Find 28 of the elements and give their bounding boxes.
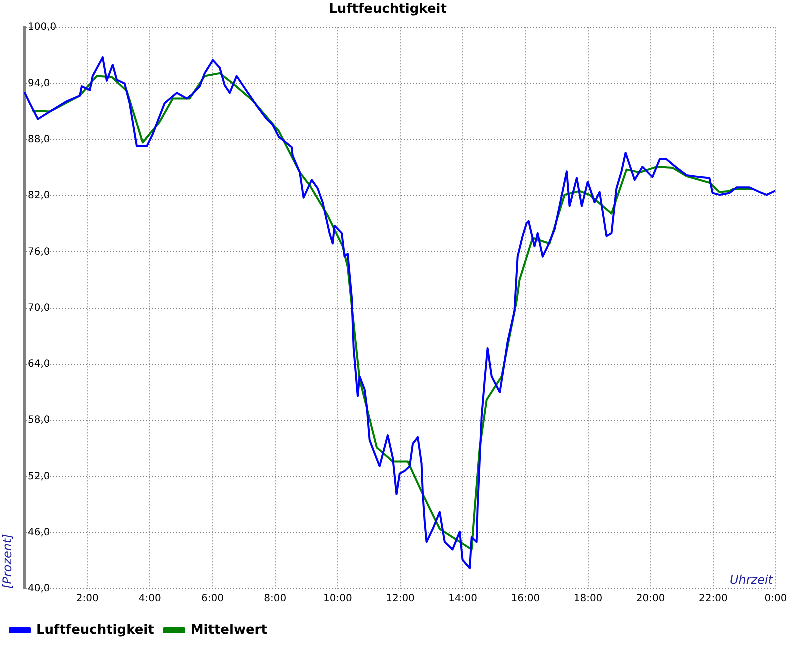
- y-tick-label: 82,0: [28, 190, 50, 202]
- x-tick-label: 2:00: [76, 594, 99, 605]
- legend-label: Mittelwert: [190, 622, 268, 638]
- y-tick-label: 94,0: [28, 78, 50, 90]
- x-axis-title: Uhrzeit: [730, 573, 774, 588]
- y-tick-label: 64,0: [28, 359, 50, 370]
- x-tick-label: 16:00: [511, 594, 540, 605]
- y-tick-label: 52,0: [28, 471, 50, 482]
- y-axis-title: [Prozent]: [0, 534, 14, 589]
- x-tick-label: 12:00: [386, 594, 415, 605]
- x-tick-label: 6:00: [202, 594, 224, 605]
- chart-title: Luftfeuchtigkeit: [329, 2, 447, 18]
- x-tick-label: 22:00: [699, 594, 728, 605]
- y-tick-label: 76,0: [28, 246, 50, 258]
- y-tick-label: 70,0: [28, 302, 50, 314]
- y-tick-label: 58,0: [28, 415, 50, 426]
- x-tick-label: 4:00: [138, 594, 162, 605]
- legend-label: Luftfeuchtigkeit: [36, 622, 154, 638]
- y-tick-label: 46,0: [28, 527, 50, 538]
- y-tick-label: 40,0: [28, 584, 50, 595]
- x-tick-label: 20:00: [636, 594, 666, 605]
- x-tick-label: 8:00: [264, 594, 287, 605]
- x-tick-label: 18:00: [574, 594, 603, 605]
- x-tick-label: 0:00: [764, 594, 788, 605]
- y-tick-label: 100,0: [28, 22, 57, 34]
- x-tick-label: 10:00: [324, 594, 352, 605]
- x-tick-label: 14:00: [448, 594, 478, 605]
- y-tick-label: 88,0: [28, 134, 50, 146]
